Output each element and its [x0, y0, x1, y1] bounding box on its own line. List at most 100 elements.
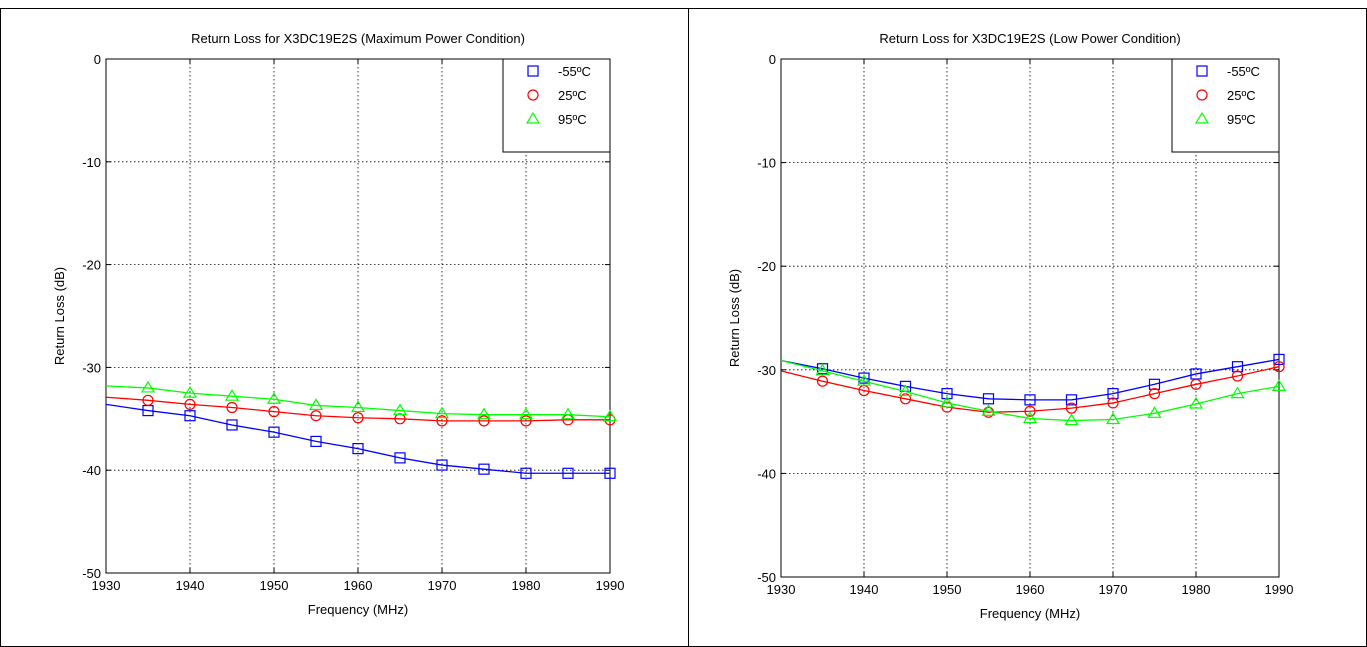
- y-tick-label: -40: [757, 466, 776, 481]
- data-point: [184, 398, 196, 411]
- data-point: [816, 375, 829, 387]
- data-point: [1107, 388, 1119, 400]
- data-point: [520, 415, 532, 427]
- data-point: [982, 393, 995, 405]
- data-point: [478, 415, 490, 427]
- y-tick-label: 0: [769, 52, 776, 67]
- data-point: [1064, 413, 1079, 426]
- data-point: [1024, 394, 1036, 406]
- data-point: [856, 374, 872, 386]
- y-tick-label: 0: [94, 52, 101, 67]
- data-point: [1231, 370, 1244, 382]
- series-line: [105, 403, 610, 474]
- series-line: [105, 396, 610, 422]
- data-point: [1188, 396, 1204, 409]
- data-point: [352, 443, 364, 455]
- data-point: [562, 467, 574, 479]
- x-tick-label: 1970: [428, 578, 457, 593]
- data-point: [226, 419, 238, 431]
- data-point: [815, 363, 830, 376]
- x-tick-label: 1990: [1265, 582, 1294, 597]
- data-point: [941, 388, 953, 400]
- data-point: [1107, 397, 1119, 409]
- legend-box: [1171, 58, 1280, 153]
- y-tick-label: -10: [82, 155, 101, 170]
- grid-lines: [781, 59, 1279, 577]
- data-point: [226, 401, 238, 414]
- x-tick-label: 1950: [260, 578, 289, 593]
- data-point: [518, 407, 534, 420]
- data-point: [1147, 406, 1162, 418]
- legend-label: 25ºC: [1227, 88, 1256, 103]
- data-point: [434, 406, 450, 419]
- x-tick-label: 1970: [1099, 582, 1128, 597]
- legend-label: -55ºC: [1227, 64, 1260, 79]
- x-tick-label: 1960: [1016, 582, 1045, 597]
- y-tick-label: -20: [757, 259, 776, 274]
- legend-marker: [1196, 65, 1208, 77]
- data-point: [436, 459, 448, 471]
- x-tick-label: 1980: [1182, 582, 1211, 597]
- series-triangle: [780, 359, 1287, 426]
- x-tick-label: 1940: [176, 578, 205, 593]
- y-axis-label: Return Loss (dB): [52, 267, 67, 365]
- x-tick-label: 1950: [933, 582, 962, 597]
- legend: -55ºC 25ºC 95ºC: [1171, 58, 1280, 153]
- data-point: [310, 410, 322, 422]
- data-point: [1273, 361, 1285, 373]
- data-point: [560, 407, 576, 420]
- data-point: [1148, 388, 1161, 400]
- series-line: [780, 358, 1280, 401]
- y-tick-label: -30: [757, 363, 776, 378]
- data-point: [224, 389, 240, 401]
- series-circle: [780, 361, 1285, 418]
- x-tick-label: 1940: [850, 582, 879, 597]
- series-square: [105, 403, 616, 479]
- data-point: [1230, 386, 1245, 399]
- x-axis-label: Frequency (MHz): [980, 606, 1080, 621]
- data-point: [1148, 378, 1161, 390]
- y-axis-label: Return Loss (dB): [727, 269, 742, 367]
- data-point: [1271, 379, 1287, 391]
- series-circle: [105, 394, 616, 427]
- data-point: [266, 392, 282, 404]
- chart-title: Return Loss for X3DC19E2S (Maximum Power…: [191, 31, 525, 46]
- data-point: [392, 403, 408, 416]
- data-point: [394, 413, 406, 425]
- data-point: [602, 409, 618, 422]
- x-tick-label: 1980: [512, 578, 541, 593]
- series-line: [780, 366, 1280, 413]
- data-point: [308, 398, 324, 411]
- chart-max-power: Return Loss for X3DC19E2S (Maximum Power…: [52, 31, 625, 617]
- chart-low-power: Return Loss for X3DC19E2S (Low Power Con…: [727, 31, 1294, 621]
- x-tick-label: 1990: [596, 578, 625, 593]
- data-point: [1273, 353, 1285, 366]
- data-point: [898, 384, 913, 397]
- data-point: [1022, 411, 1038, 424]
- x-tick-label: 1930: [767, 582, 796, 597]
- data-point: [140, 380, 156, 393]
- data-point: [981, 404, 996, 416]
- data-point: [520, 467, 532, 479]
- y-tick-label: -40: [82, 463, 101, 478]
- legend-label: 95ºC: [1227, 112, 1256, 127]
- x-axis-label: Frequency (MHz): [308, 602, 408, 617]
- data-point: [1024, 405, 1036, 417]
- panel-top-border: [0, 8, 1367, 9]
- data-point: [268, 406, 280, 418]
- legend-label: 95ºC: [558, 112, 587, 127]
- y-tick-label: -30: [82, 360, 101, 375]
- data-point: [604, 467, 616, 479]
- chart-title: Return Loss for X3DC19E2S (Low Power Con…: [879, 31, 1180, 46]
- legend-label: 25ºC: [558, 88, 587, 103]
- x-tick-label: 1930: [92, 578, 121, 593]
- data-point: [1190, 378, 1202, 390]
- data-point: [1231, 361, 1244, 373]
- legend-marker: [525, 111, 541, 124]
- data-point: [268, 426, 280, 438]
- series-line: [780, 359, 1280, 422]
- legend-box: [502, 58, 611, 153]
- series-triangle: [105, 380, 618, 422]
- legend: -55ºC 25ºC 95ºC: [502, 58, 611, 153]
- legend-marker: [527, 89, 539, 101]
